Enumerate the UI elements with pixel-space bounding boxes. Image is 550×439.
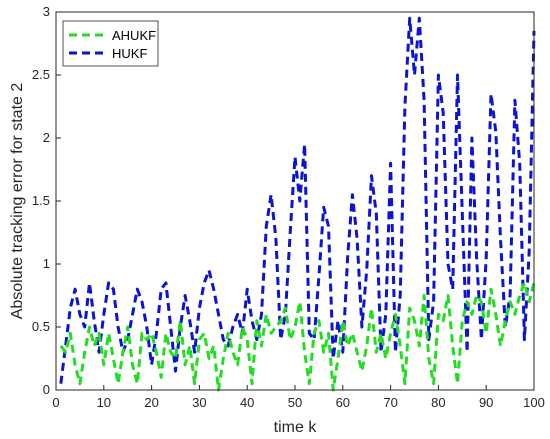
legend-box — [62, 20, 159, 67]
x-tick-label: 10 — [97, 395, 111, 410]
y-tick-label: 2 — [43, 130, 50, 145]
x-tick-label: 0 — [52, 395, 59, 410]
y-tick-label: 3 — [43, 4, 50, 19]
x-tick-label: 80 — [431, 395, 445, 410]
plot-area — [56, 12, 534, 390]
x-tick-label: 60 — [336, 395, 350, 410]
series-layer — [59, 16, 536, 392]
x-tick-label: 90 — [479, 395, 493, 410]
x-tick-label: 50 — [288, 395, 302, 410]
x-tick-label: 30 — [192, 395, 206, 410]
tick-layer: 0 10 20 30 40 50 60 70 80 90 100 0 0.5 1 1.5 2 2.5 3 — [32, 4, 545, 410]
y-tick-label: 1 — [43, 256, 50, 271]
y-tick-label: 1.5 — [32, 193, 50, 208]
legend: AHUKF HUKF — [62, 20, 159, 67]
y-tick-label: 0 — [43, 382, 50, 397]
series-line-ahukf — [59, 281, 536, 392]
series-line-hukf — [59, 16, 536, 384]
y-tick-label: 0.5 — [32, 319, 50, 334]
x-tick-label: 20 — [144, 395, 158, 410]
x-tick-label: 70 — [383, 395, 397, 410]
x-axis-label: time k — [274, 419, 318, 436]
y-tick-label: 2.5 — [32, 67, 50, 82]
y-axis-label: Absolute tracking error for state 2 — [9, 83, 26, 320]
legend-label-hukf: HUKF — [112, 46, 147, 61]
legend-label-ahukf: AHUKF — [112, 28, 156, 43]
x-tick-label: 100 — [523, 395, 545, 410]
x-tick-label: 40 — [240, 395, 254, 410]
